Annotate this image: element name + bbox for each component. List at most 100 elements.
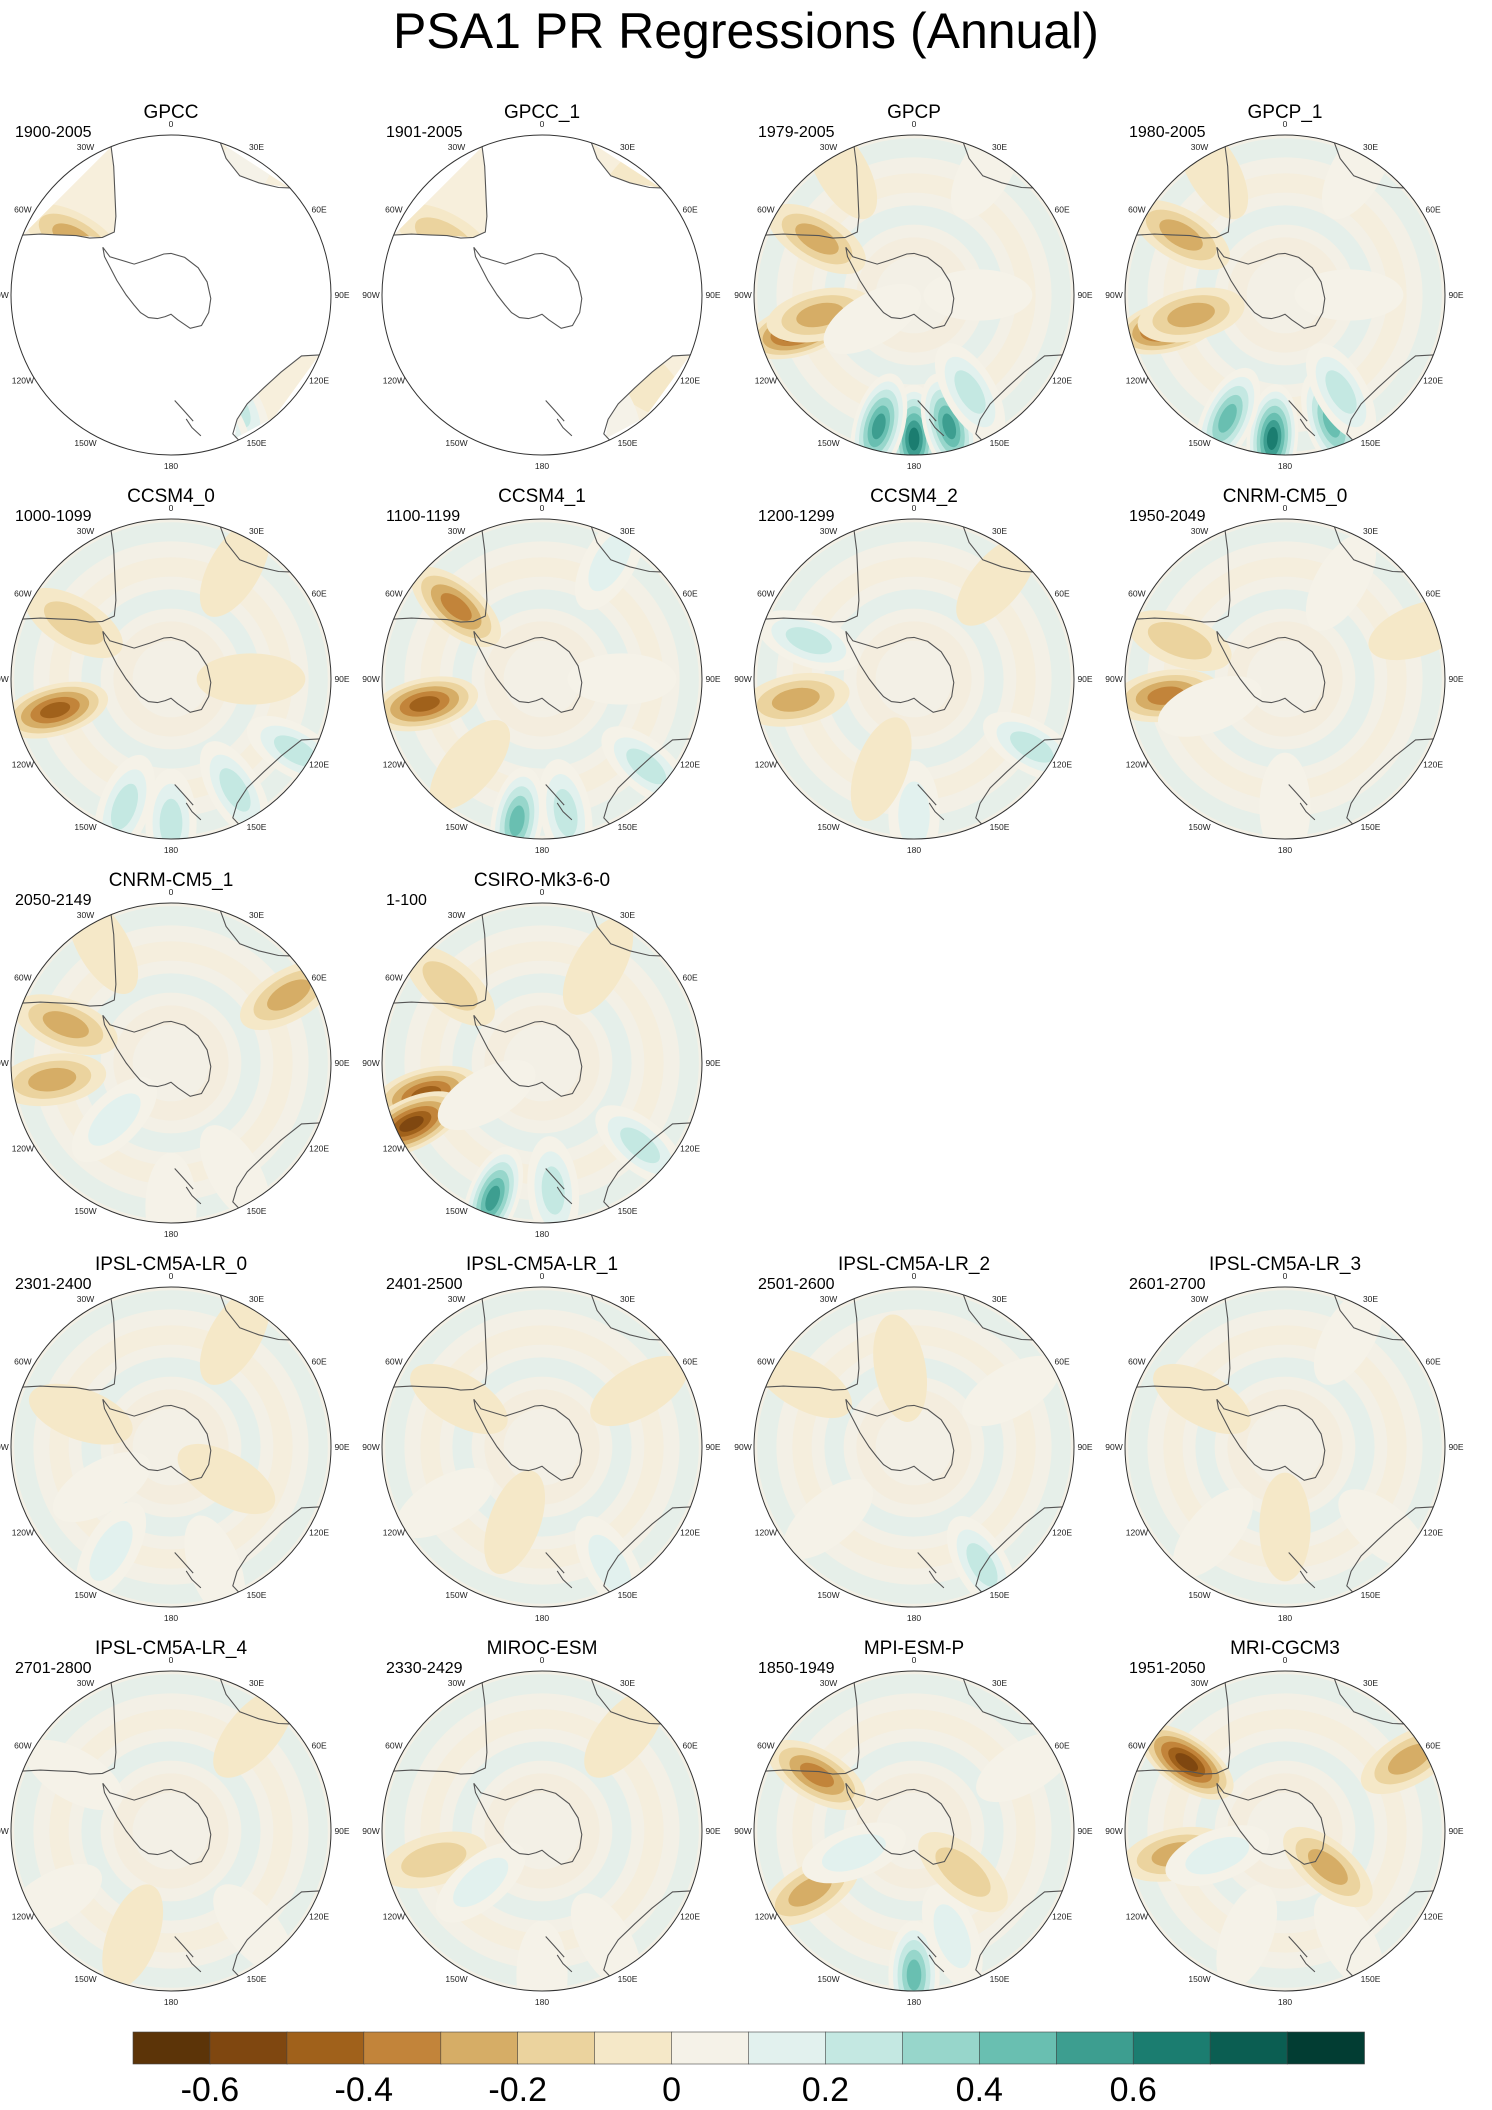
longitude-label: 30E bbox=[992, 526, 1007, 536]
coastline-nz2 bbox=[928, 1570, 945, 1589]
contour-fill bbox=[954, 370, 986, 414]
coastline-afr bbox=[219, 526, 290, 573]
longitude-label: 60W bbox=[757, 589, 774, 599]
longitude-label: 90E bbox=[1448, 1826, 1463, 1836]
contour-fill bbox=[553, 788, 578, 837]
longitude-label: 90W bbox=[734, 674, 751, 684]
contour-fill bbox=[821, 1834, 886, 1872]
coastline-nz2 bbox=[928, 418, 945, 437]
coastline-afr bbox=[962, 1294, 1033, 1341]
longitude-label: 120W bbox=[755, 1912, 777, 1922]
longitude-label: 120E bbox=[1052, 1912, 1072, 1922]
longitude-label: 90E bbox=[705, 1442, 720, 1452]
coastline-nz1 bbox=[545, 400, 565, 422]
contour-fill bbox=[1387, 1743, 1432, 1775]
longitude-label: 120E bbox=[680, 1528, 700, 1538]
longitude-label: 60E bbox=[312, 205, 327, 215]
longitude-label: 60E bbox=[1055, 1357, 1070, 1367]
coastline-nz2 bbox=[185, 1570, 202, 1589]
antarctica-coastline bbox=[473, 246, 583, 329]
zonal-band bbox=[113, 1005, 229, 1121]
longitude-label: 90E bbox=[705, 1826, 720, 1836]
zonal-band bbox=[14, 1290, 328, 1604]
contour-fill bbox=[1167, 302, 1215, 328]
longitude-label: 120E bbox=[309, 1528, 329, 1538]
coastline-nz2 bbox=[556, 1186, 573, 1205]
zonal-band bbox=[452, 1357, 632, 1537]
longitude-label: 0 bbox=[169, 1655, 174, 1665]
colorbar-swatch bbox=[825, 2031, 904, 2065]
coastline-sam bbox=[393, 1298, 488, 1391]
colorbar-swatch bbox=[286, 2031, 365, 2065]
longitude-label: 30W bbox=[77, 1678, 94, 1688]
contour-fill bbox=[273, 735, 318, 767]
longitude-label: 0 bbox=[540, 1271, 545, 1281]
colorbar-swatch bbox=[902, 2031, 981, 2065]
panel-period: 1950-2049 bbox=[1129, 508, 1206, 525]
field-background bbox=[22, 142, 320, 439]
longitude-label: 60W bbox=[385, 1357, 402, 1367]
map-boundary bbox=[1124, 1670, 1446, 1992]
longitude-label: 60W bbox=[14, 1357, 31, 1367]
contour-fill bbox=[399, 1115, 424, 1132]
pr-field bbox=[1125, 519, 1445, 839]
coastline-nz1 bbox=[545, 1552, 565, 1574]
longitude-label: 60E bbox=[683, 1741, 698, 1751]
contour-fill bbox=[823, 283, 922, 355]
longitude-label: 60W bbox=[1128, 1357, 1145, 1367]
longitude-label: 120W bbox=[383, 760, 405, 770]
contour-fill bbox=[199, 519, 271, 617]
longitude-label: 90E bbox=[1077, 1826, 1092, 1836]
panel-title: IPSL-CM5A-LR_1 bbox=[466, 1254, 618, 1275]
longitude-label: 150E bbox=[1361, 822, 1381, 832]
contour-fill bbox=[1294, 269, 1404, 321]
longitude-label: 150E bbox=[247, 438, 267, 448]
coastline-nz1 bbox=[917, 1936, 937, 1958]
coastline-aus bbox=[603, 1506, 691, 1593]
longitude-label: 120W bbox=[383, 1912, 405, 1922]
contour-fill bbox=[28, 1383, 133, 1445]
panel-period: 2330-2429 bbox=[386, 1660, 463, 1677]
longitude-label: 0 bbox=[169, 1271, 174, 1281]
contour-fill bbox=[956, 536, 1037, 626]
longitude-label: 90W bbox=[1105, 1442, 1122, 1452]
longitude-label: 0 bbox=[169, 119, 174, 129]
longitude-label: 60W bbox=[1128, 589, 1145, 599]
panel-title: CCSM4_1 bbox=[498, 486, 586, 507]
panel-title: MRI-CGCM3 bbox=[1230, 1638, 1340, 1659]
contour-fill bbox=[145, 1152, 197, 1223]
zonal-band bbox=[1128, 1290, 1442, 1604]
map-panel-csiro-mk3-6-0: 0 30E 60E 90E 120E 150E 180 150W 120W 90W 60W 30W CS… bbox=[362, 870, 721, 1239]
coastline-nz1 bbox=[174, 1936, 194, 1958]
longitude-label: 120W bbox=[12, 760, 34, 770]
coastline-nz2 bbox=[1299, 1954, 1316, 1973]
longitude-label: 90W bbox=[734, 1826, 751, 1836]
longitude-label: 30E bbox=[249, 142, 264, 152]
panel-title: GPCC bbox=[144, 102, 199, 123]
pr-field bbox=[754, 1287, 1074, 1607]
coastline-afr bbox=[590, 142, 661, 189]
longitude-label: 90W bbox=[362, 1442, 379, 1452]
longitude-label: 120W bbox=[755, 376, 777, 386]
longitude-label: 120W bbox=[383, 376, 405, 386]
colorbar-swatch bbox=[748, 2031, 827, 2065]
contour-fill bbox=[1305, 533, 1377, 631]
contour-fill bbox=[898, 781, 930, 839]
longitude-label: 30W bbox=[448, 1294, 465, 1304]
coastline-nz2 bbox=[556, 802, 573, 821]
contour-fill bbox=[509, 805, 525, 837]
contour-fill bbox=[485, 1185, 501, 1211]
map-boundary bbox=[381, 518, 703, 840]
zonal-band bbox=[1128, 1674, 1442, 1988]
map-boundary bbox=[10, 134, 332, 456]
longitude-label: 30W bbox=[448, 910, 465, 920]
longitude-label: 180 bbox=[1278, 461, 1292, 471]
panel-title: GPCC_1 bbox=[504, 102, 580, 123]
longitude-label: 90W bbox=[734, 1442, 751, 1452]
field-background bbox=[393, 142, 691, 439]
longitude-label: 150W bbox=[445, 1974, 467, 1984]
contour-fill bbox=[1175, 1753, 1199, 1772]
contour-fill bbox=[207, 142, 279, 220]
longitude-label: 180 bbox=[907, 1613, 921, 1623]
